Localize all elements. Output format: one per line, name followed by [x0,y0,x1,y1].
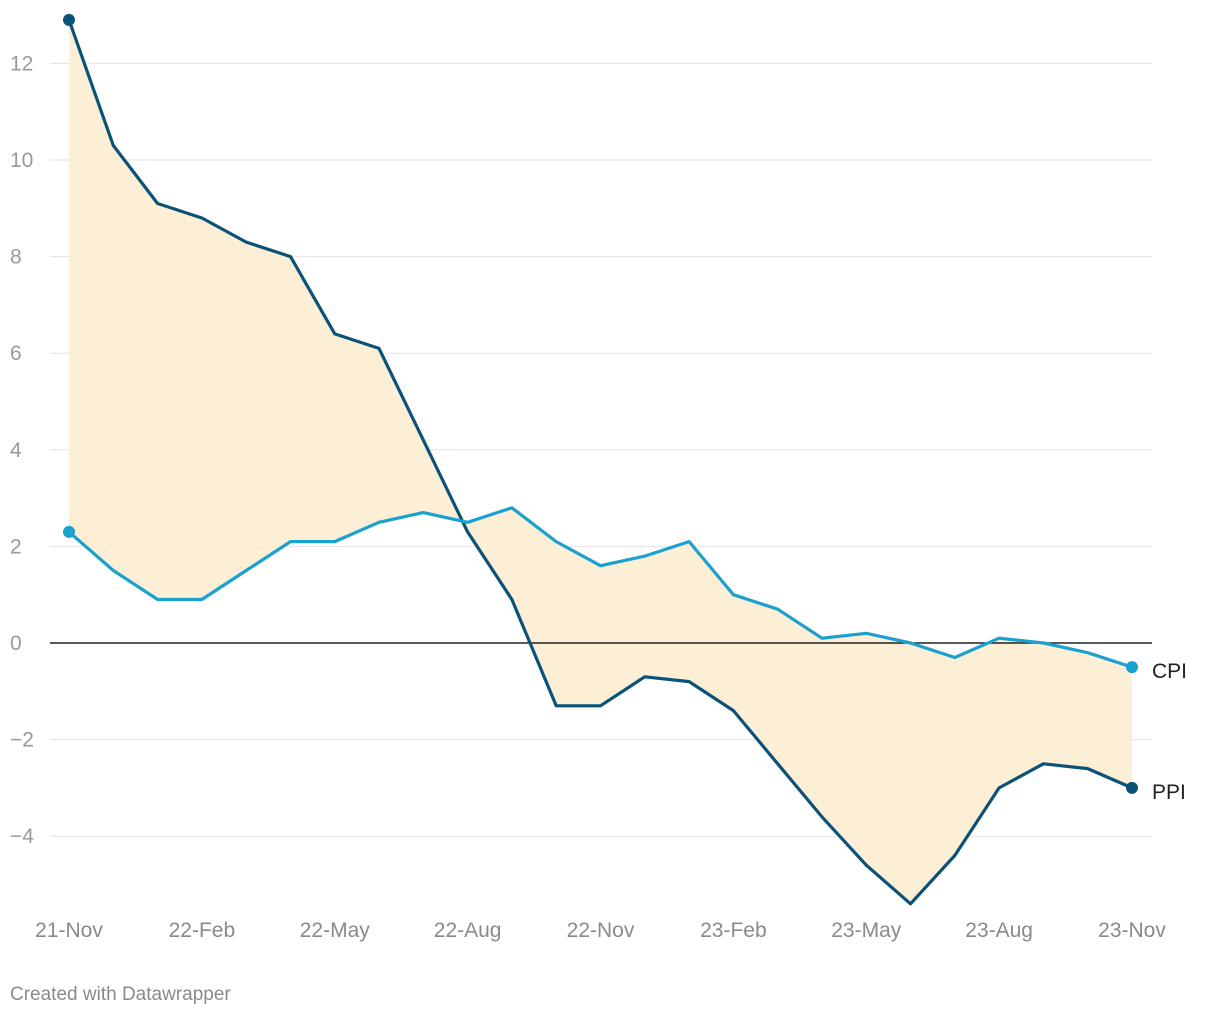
y-tick-label: 12 [10,52,33,75]
y-tick-label: −2 [10,729,34,752]
ppi-start-point [63,13,75,26]
datawrapper-credit: Created with Datawrapper [10,984,231,1005]
y-tick-label: 10 [10,149,33,172]
y-tick-label: 2 [10,535,22,558]
y-tick-label: 8 [10,246,22,269]
series-labels: PPI CPI [1152,660,1187,804]
gap-area [69,19,1132,904]
gap-shading [69,19,1132,904]
line-chart: 12 10 8 6 4 2 0 −2 −4 21-Nov 22-Feb 22-May 22-Aug 22… [10,13,1187,942]
series-endpoints [63,13,1138,794]
x-tick-label: 23-May [831,919,902,942]
cpi-end-point [1126,661,1138,674]
x-tick-label: 23-Aug [965,919,1033,942]
x-tick-label: 22-Feb [169,919,236,942]
x-tick-label: 21-Nov [35,919,103,942]
x-tick-label: 22-Aug [434,919,502,942]
cpi-line [67,506,1134,669]
x-axis-ticks: 21-Nov 22-Feb 22-May 22-Aug 22-Nov 23-Feb 23-M… [35,919,1166,942]
ppi-series-label: PPI [1152,781,1186,804]
series-lines [67,18,1134,906]
y-tick-label: −4 [10,825,34,848]
cpi-start-point [63,525,75,538]
y-tick-label: 6 [10,342,22,365]
x-tick-label: 22-May [300,919,371,942]
x-tick-label: 22-Nov [567,919,635,942]
cpi-series-label: CPI [1152,660,1187,683]
y-tick-label: 4 [10,439,22,462]
ppi-end-point [1126,781,1138,794]
x-tick-label: 23-Feb [700,919,767,942]
y-tick-label: 0 [10,632,22,655]
ppi-line [67,18,1134,906]
x-tick-label: 23-Nov [1098,919,1166,942]
y-axis-ticks: 12 10 8 6 4 2 0 −2 −4 [10,52,34,848]
